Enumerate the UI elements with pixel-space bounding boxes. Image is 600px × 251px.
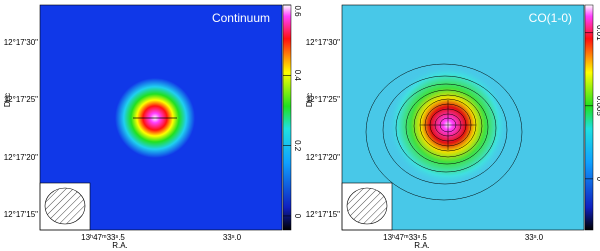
colorbar xyxy=(584,4,594,231)
colorbar-tick-label: 0 xyxy=(293,214,302,219)
colorbar-tick-label: 0.4 xyxy=(293,70,302,82)
y-tick-label: 12°17'15" xyxy=(306,210,340,219)
panel-title: Continuum xyxy=(212,11,270,25)
y-tick-label: 12°17'20" xyxy=(4,153,38,162)
colorbar-tick-label: 0 xyxy=(595,177,600,182)
x-tick-label: 13ʰ47ᵐ33ˢ.5 xyxy=(81,233,125,242)
beam xyxy=(44,187,86,225)
colorbar-tick-label: 0.6 xyxy=(293,5,302,17)
x-axis-label: R.A. xyxy=(414,241,430,250)
y-tick-label: 12°17'15" xyxy=(4,210,38,219)
contours xyxy=(365,63,523,201)
colorbar-tick-label: 0.01 xyxy=(595,25,600,41)
y-tick-label: 12°17'30" xyxy=(306,38,340,47)
x-axis-label: R.A. xyxy=(112,241,128,250)
y-tick-label: 12°17'25" xyxy=(4,95,38,104)
colorbar-tick-label: 0.005 xyxy=(595,96,600,117)
x-tick-label: 33ˢ.0 xyxy=(525,233,544,242)
y-tick-label: 12°17'30" xyxy=(4,38,38,47)
y-axis-label: Dec xyxy=(305,93,314,107)
beam xyxy=(346,187,388,225)
frame xyxy=(39,4,283,231)
x-tick-label: 13ʰ47ᵐ33ˢ.5 xyxy=(383,233,427,242)
colorbar-tick-label: 0.2 xyxy=(293,140,302,152)
colorbar xyxy=(282,4,292,231)
x-tick-label: 33ˢ.0 xyxy=(223,233,242,242)
frame xyxy=(341,4,585,231)
y-tick-label: 12°17'20" xyxy=(306,153,340,162)
y-tick-label: 12°17'25" xyxy=(306,95,340,104)
panel-title: CO(1-0) xyxy=(529,11,572,25)
y-axis-label: Dec xyxy=(3,93,12,107)
